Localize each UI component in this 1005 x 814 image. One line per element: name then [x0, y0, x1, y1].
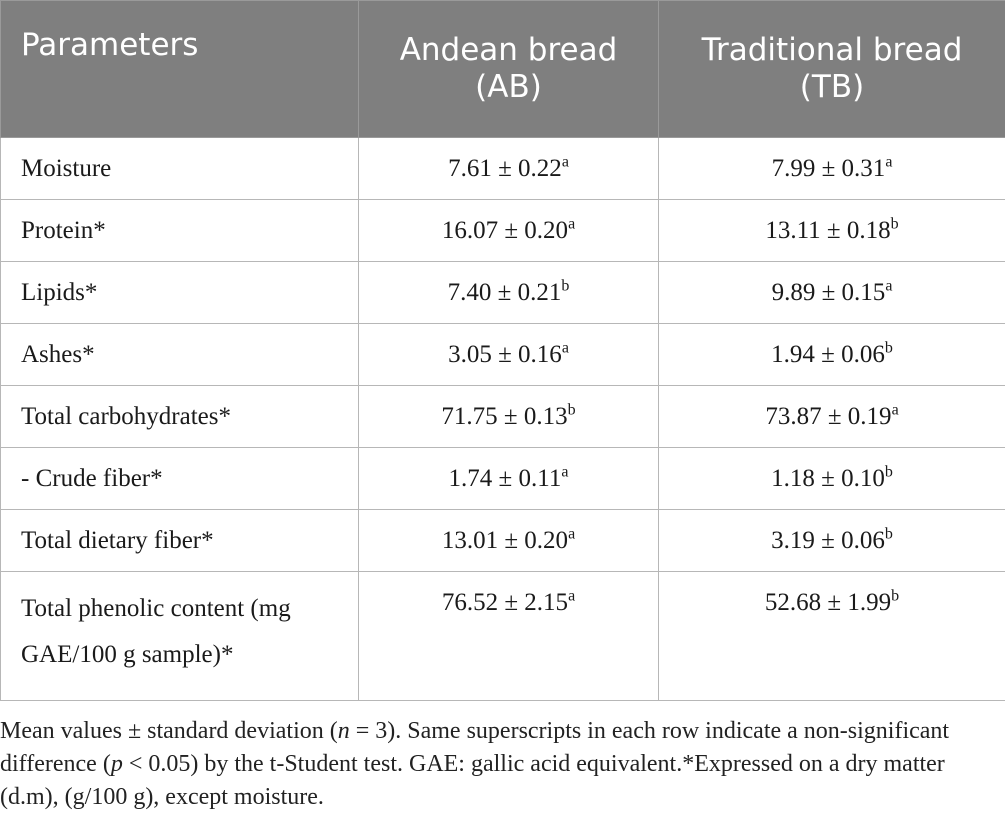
table-header-row: Parameters Andean bread (AB) Traditional… — [1, 1, 1005, 138]
ab-value-cell: 16.07 ± 0.20a — [359, 200, 659, 262]
tb-value-cell: 13.11 ± 0.18b — [659, 200, 1005, 262]
table-row: Lipids* 7.40 ± 0.21b 9.89 ± 0.15a — [1, 262, 1005, 324]
header-traditional-bread: Traditional bread (TB) — [659, 1, 1005, 138]
table-row: Total phenolic content (mg GAE/100 g sam… — [1, 572, 1005, 701]
table-footnote: Mean values ± standard deviation (n = 3)… — [0, 701, 1005, 814]
param-cell: Lipids* — [1, 262, 359, 324]
header-parameters: Parameters — [1, 1, 359, 138]
param-cell: Protein* — [1, 200, 359, 262]
tb-value-cell: 7.99 ± 0.31a — [659, 138, 1005, 200]
tb-value-cell: 9.89 ± 0.15a — [659, 262, 1005, 324]
table-row: Protein* 16.07 ± 0.20a 13.11 ± 0.18b — [1, 200, 1005, 262]
table-row: Total carbohydrates* 71.75 ± 0.13b 73.87… — [1, 386, 1005, 448]
param-cell: - Crude fiber* — [1, 448, 359, 510]
table-row: Ashes* 3.05 ± 0.16a 1.94 ± 0.06b — [1, 324, 1005, 386]
ab-value-cell: 71.75 ± 0.13b — [359, 386, 659, 448]
param-cell: Moisture — [1, 138, 359, 200]
param-cell: Total carbohydrates* — [1, 386, 359, 448]
composition-table: Parameters Andean bread (AB) Traditional… — [0, 0, 1005, 701]
param-cell: Ashes* — [1, 324, 359, 386]
tb-value-cell: 1.18 ± 0.10b — [659, 448, 1005, 510]
header-andean-bread: Andean bread (AB) — [359, 1, 659, 138]
tb-value-cell: 3.19 ± 0.06b — [659, 510, 1005, 572]
ab-value-cell: 7.40 ± 0.21b — [359, 262, 659, 324]
ab-value-cell: 76.52 ± 2.15a — [359, 572, 659, 701]
param-cell: Total dietary fiber* — [1, 510, 359, 572]
ab-value-cell: 3.05 ± 0.16a — [359, 324, 659, 386]
tb-value-cell: 1.94 ± 0.06b — [659, 324, 1005, 386]
table-row: Total dietary fiber* 13.01 ± 0.20a 3.19 … — [1, 510, 1005, 572]
tb-value-cell: 73.87 ± 0.19a — [659, 386, 1005, 448]
param-cell: Total phenolic content (mg GAE/100 g sam… — [1, 572, 359, 701]
table-row: Moisture 7.61 ± 0.22a 7.99 ± 0.31a — [1, 138, 1005, 200]
tb-value-cell: 52.68 ± 1.99b — [659, 572, 1005, 701]
ab-value-cell: 7.61 ± 0.22a — [359, 138, 659, 200]
table-row: - Crude fiber* 1.74 ± 0.11a 1.18 ± 0.10b — [1, 448, 1005, 510]
ab-value-cell: 1.74 ± 0.11a — [359, 448, 659, 510]
ab-value-cell: 13.01 ± 0.20a — [359, 510, 659, 572]
